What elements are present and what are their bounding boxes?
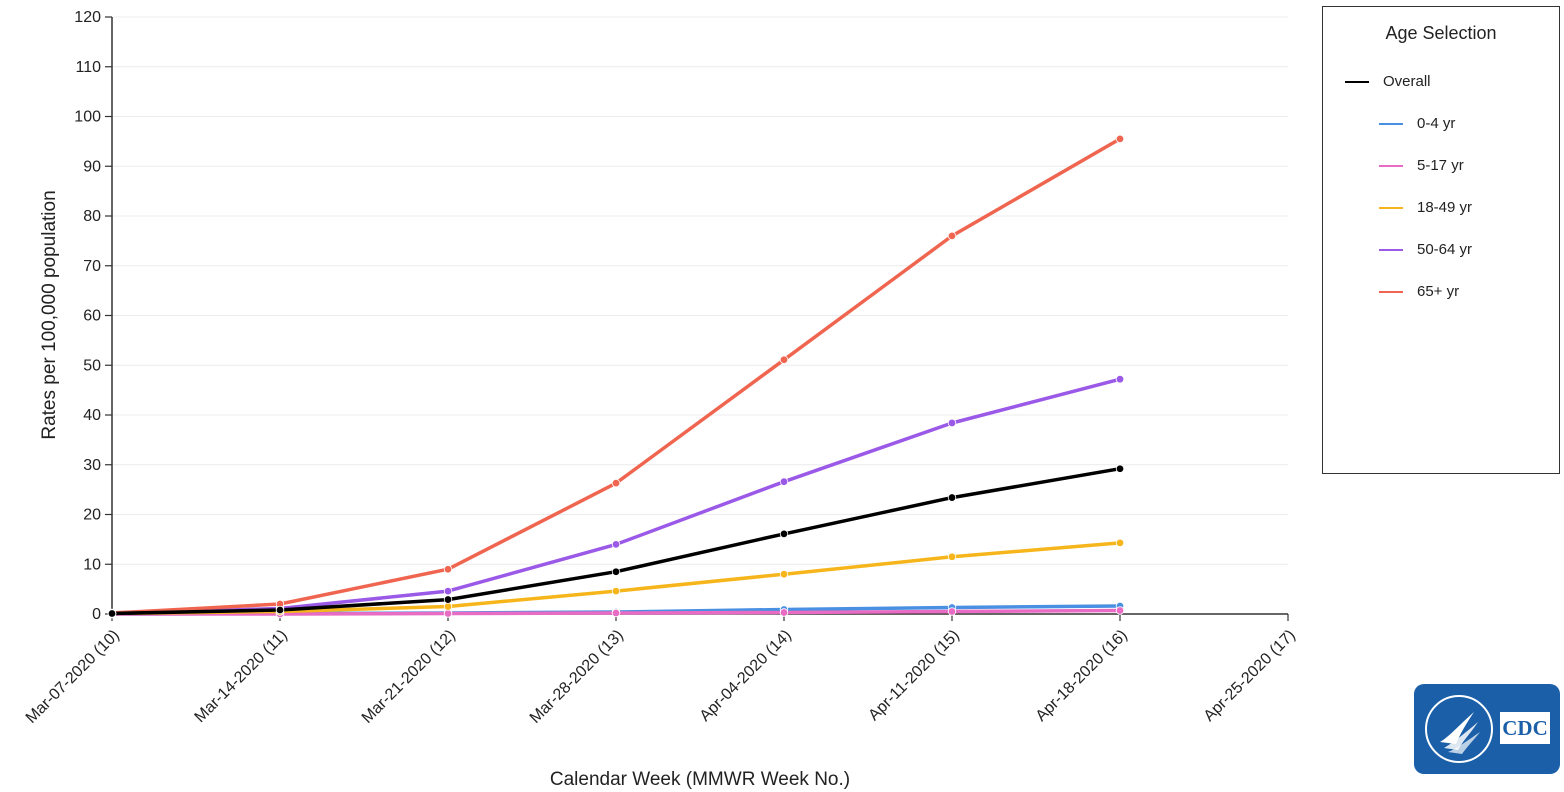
y-tick-label: 20 — [83, 507, 101, 524]
data-point-50-64 yr — [443, 586, 453, 596]
legend-swatch — [1379, 164, 1403, 167]
data-point-Overall — [947, 493, 957, 502]
data-point-65+ yr — [779, 355, 789, 364]
hhs-eagle-icon — [1425, 695, 1493, 763]
x-tick-label: Apr-18-2020 (16) — [1033, 627, 1131, 725]
y-tick-label: 40 — [83, 407, 101, 424]
data-point-Overall — [611, 567, 621, 576]
cdc-wordmark: CDC — [1498, 710, 1552, 746]
y-tick-label: 50 — [83, 357, 101, 374]
legend-swatch — [1379, 122, 1403, 125]
legend-swatch — [1379, 290, 1403, 293]
series-line-18-49 yr — [111, 541, 1121, 616]
legend-item[interactable]: 65+ yr — [1379, 283, 1459, 300]
y-tick-label: 90 — [83, 158, 101, 175]
data-point-18-49 yr — [443, 602, 453, 611]
data-point-50-64 yr — [947, 418, 957, 428]
legend-item[interactable]: 50-64 yr — [1379, 241, 1472, 258]
x-tick-label: Apr-25-2020 (17) — [1201, 627, 1299, 725]
data-point-50-64 yr — [611, 540, 621, 549]
x-tick-label: Apr-04-2020 (14) — [697, 627, 795, 725]
data-point-5-17 yr — [1115, 606, 1125, 615]
legend-item[interactable]: 0-4 yr — [1379, 115, 1455, 132]
gridlines — [112, 16, 1288, 565]
x-tick-label: Mar-14-2020 (11) — [192, 627, 291, 726]
data-point-18-49 yr — [611, 586, 621, 596]
legend-title: Age Selection — [1385, 23, 1497, 43]
y-tick-label: 120 — [74, 9, 101, 26]
legend-item[interactable]: 18-49 yr — [1379, 199, 1472, 216]
legend-item[interactable]: Overall — [1345, 73, 1431, 90]
y-tick-label: 70 — [83, 258, 101, 275]
data-point-Overall — [779, 529, 789, 539]
legend-label: 5-17 yr — [1417, 157, 1464, 174]
y-axis-title: Rates per 100,000 population — [39, 190, 60, 439]
data-point-Overall — [1115, 464, 1125, 473]
legend-label: 18-49 yr — [1417, 199, 1473, 216]
data-point-18-49 yr — [779, 570, 789, 579]
data-point-50-64 yr — [779, 477, 789, 486]
legend-swatch — [1379, 206, 1403, 209]
data-point-65+ yr — [611, 478, 621, 488]
y-tick-label: 110 — [75, 59, 101, 76]
data-point-18-49 yr — [1115, 538, 1125, 548]
cdc-logo: CDC — [1414, 684, 1560, 774]
legend-swatch — [1345, 80, 1369, 83]
legend-label: 50-64 yr — [1417, 241, 1473, 258]
x-axis: Mar-07-2020 (10) Mar-14-2020 (11) Mar-21-2… — [23, 613, 1299, 727]
data-point-5-17 yr — [947, 607, 957, 616]
data-point-65+ yr — [1115, 134, 1125, 144]
data-point-Overall — [107, 609, 117, 618]
legend-label: 65+ yr — [1417, 283, 1460, 300]
legend: Age Selection Overall 0-4 yr 5-17 yr 18-49 … — [1322, 6, 1560, 474]
y-tick-label: 100 — [74, 109, 101, 126]
y-tick-label: 10 — [83, 556, 101, 573]
data-point-18-49 yr — [947, 552, 957, 561]
data-point-Overall — [275, 605, 285, 615]
x-tick-label: Mar-07-2020 (10) — [23, 627, 123, 727]
data-point-Overall — [443, 595, 453, 604]
legend-item[interactable]: 5-17 yr — [1379, 157, 1464, 174]
data-point-65+ yr — [947, 231, 957, 241]
data-point-5-17 yr — [611, 608, 621, 618]
data-point-5-17 yr — [443, 609, 453, 618]
legend-label: Overall — [1383, 73, 1431, 90]
legend-label: 0-4 yr — [1417, 115, 1456, 132]
x-tick-label: Mar-28-2020 (13) — [527, 627, 627, 727]
data-point-5-17 yr — [779, 608, 789, 617]
legend-swatch — [1379, 248, 1403, 251]
y-axis: 0 10 20 30 40 50 60 70 80 90 100 110 120 — [74, 9, 113, 623]
y-tick-label: 0 — [92, 606, 101, 623]
data-point-50-64 yr — [1115, 374, 1125, 384]
line-chart: 0 10 20 30 40 50 60 70 80 90 100 110 120 Mar-07-2020… — [23, 9, 1299, 790]
y-tick-label: 60 — [83, 308, 101, 325]
y-tick-label: 80 — [83, 208, 101, 225]
data-point-65+ yr — [443, 565, 453, 574]
series-points — [107, 134, 1125, 619]
x-tick-label: Mar-21-2020 (12) — [359, 627, 459, 727]
x-tick-label: Apr-11-2020 (15) — [865, 627, 962, 724]
x-axis-title: Calendar Week (MMWR Week No.) — [550, 769, 850, 790]
y-tick-label: 30 — [83, 457, 101, 474]
